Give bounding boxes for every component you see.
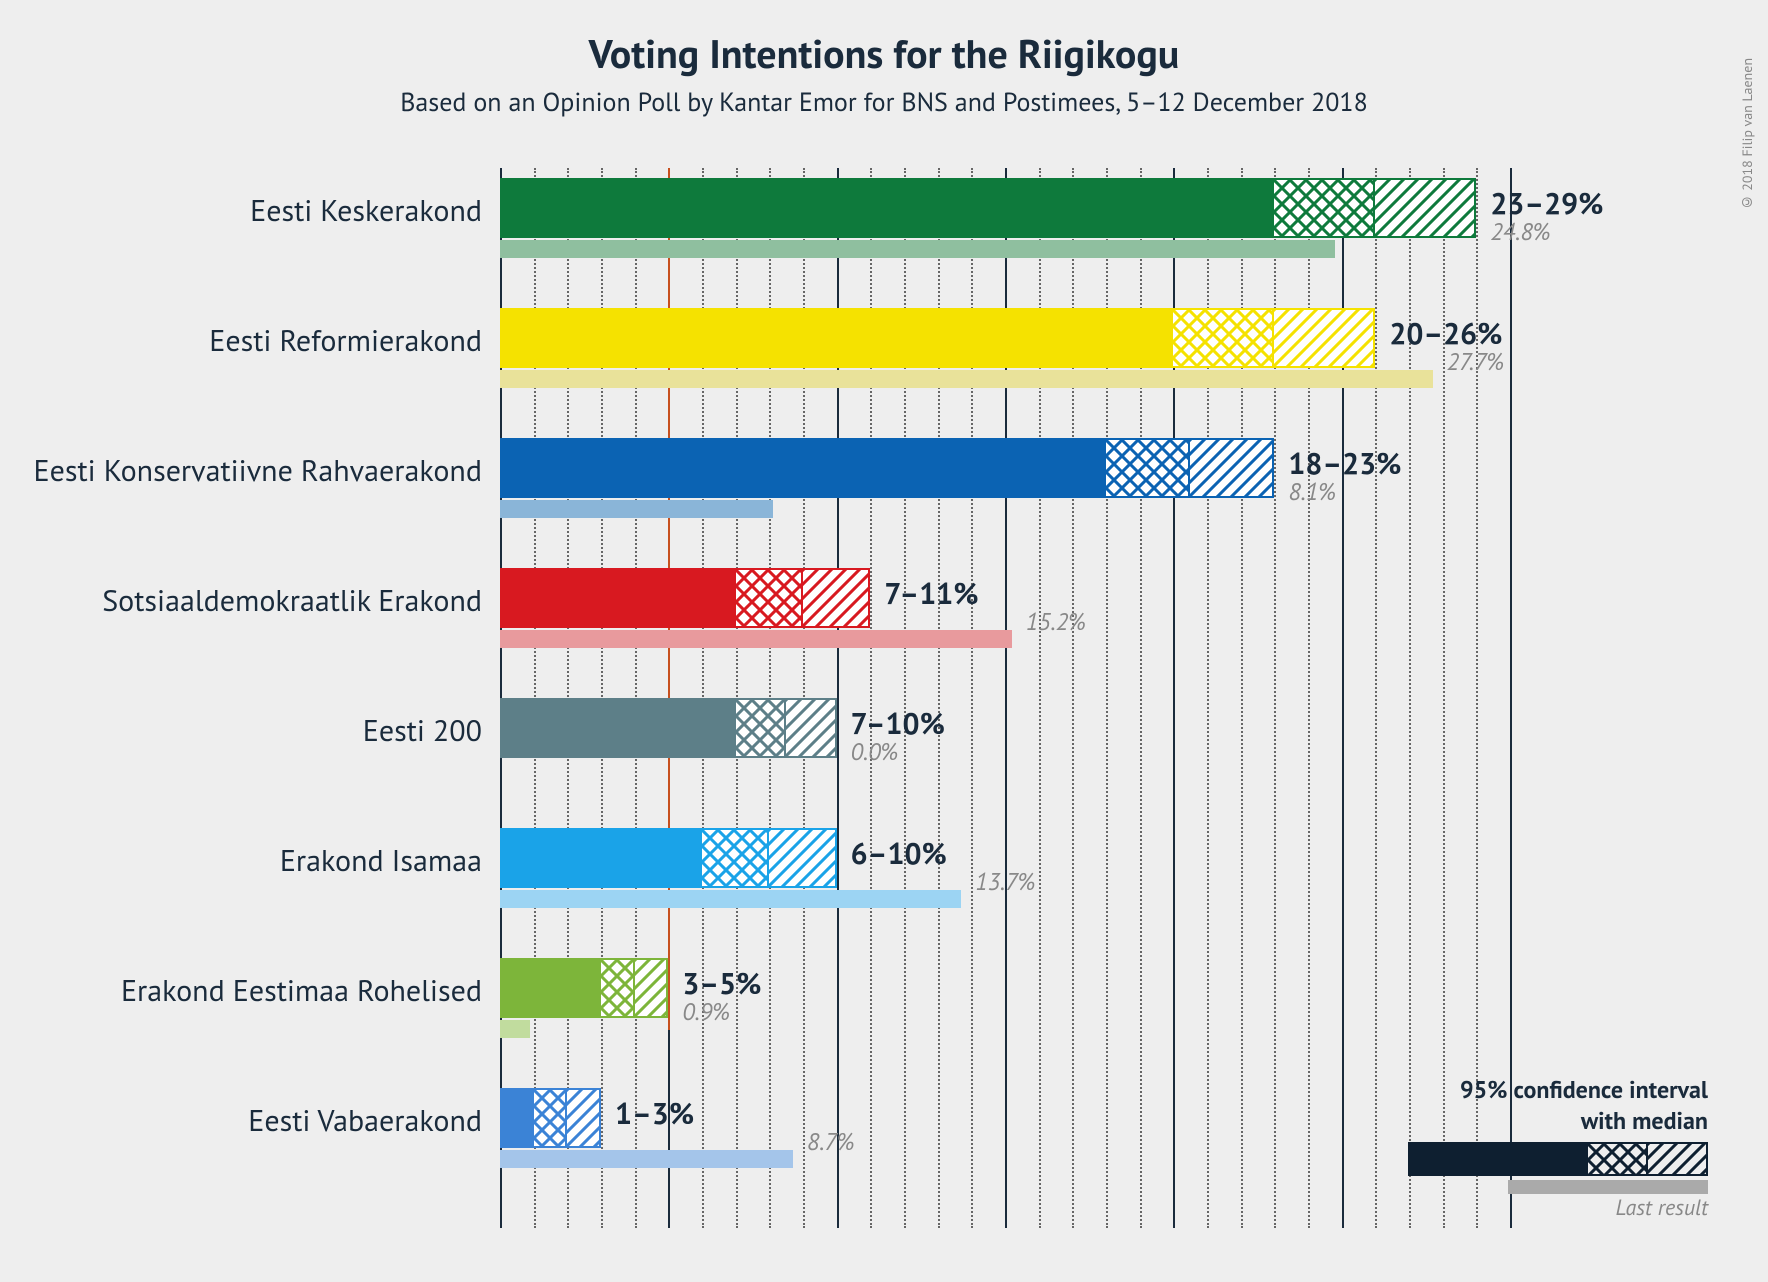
chart-title: Voting Intentions for the Riigikogu [0, 28, 1768, 80]
party-row: Erakond Isamaa6–10%13.7% [500, 828, 1510, 958]
bar-last-result [500, 630, 1012, 648]
bar-solid [500, 308, 1173, 368]
value-last-label: 13.7% [975, 866, 1035, 897]
party-row: Eesti Reformierakond20–26%27.7% [500, 308, 1510, 438]
chart-plot-area: Eesti Keskerakond23–29%24.8%Eesti Reform… [500, 168, 1510, 1228]
bar-solid [500, 438, 1106, 498]
bar-solid [500, 828, 702, 888]
bar-solid [500, 698, 736, 758]
bar-solid [500, 568, 736, 628]
value-range-label: 7–11% [884, 574, 978, 613]
bar-solid [500, 1088, 534, 1148]
bar-last-result [500, 890, 961, 908]
legend-last-text: Last result [1368, 1194, 1708, 1222]
bar-solid [500, 958, 601, 1018]
party-label: Eesti Konservatiivne Rahvaerakond [34, 451, 500, 490]
bar-ci-lower [1173, 308, 1274, 368]
chart-legend: 95% confidence interval with median Last… [1368, 1074, 1708, 1222]
bar-ci-lower [736, 568, 803, 628]
bar-ci-upper [803, 568, 870, 628]
bar-ci-upper [635, 958, 669, 1018]
value-last-label: 27.7% [1447, 346, 1505, 377]
party-row: Eesti 2007–10%0.0% [500, 698, 1510, 828]
value-last-label: 0.9% [682, 996, 730, 1027]
value-range-label: 6–10% [851, 834, 947, 873]
bar-solid [500, 178, 1274, 238]
value-range-label: 1–3% [615, 1094, 694, 1133]
copyright-text: © 2018 Filip van Laenen [1738, 58, 1756, 212]
party-label: Erakond Isamaa [280, 841, 500, 880]
grid-major [1510, 168, 1512, 1228]
party-row: Erakond Eestimaa Rohelised3–5%0.9% [500, 958, 1510, 1088]
party-label: Erakond Eestimaa Rohelised [121, 971, 500, 1010]
value-last-label: 0.0% [851, 736, 899, 767]
party-label: Sotsiaaldemokraatlik Erakond [102, 581, 500, 620]
bar-ci-upper [1190, 438, 1274, 498]
bar-last-result [500, 1150, 793, 1168]
value-last-label: 15.2% [1026, 606, 1086, 637]
bar-ci-upper [786, 698, 837, 758]
bar-last-result [500, 1020, 530, 1038]
bar-ci-upper [1274, 308, 1375, 368]
party-label: Eesti Keskerakond [250, 191, 500, 230]
value-last-label: 8.7% [807, 1126, 855, 1157]
value-last-label: 8.1% [1288, 476, 1336, 507]
value-last-label: 24.8% [1490, 216, 1550, 247]
bar-ci-upper [769, 828, 836, 888]
party-label: Eesti Reformierakond [209, 321, 500, 360]
bar-ci-lower [702, 828, 769, 888]
bar-ci-upper [567, 1088, 601, 1148]
bar-last-result [500, 370, 1433, 388]
bar-ci-lower [1106, 438, 1190, 498]
party-row: Eesti Vabaerakond1–3%8.7% [500, 1088, 1510, 1218]
bar-ci-lower [601, 958, 635, 1018]
chart-subtitle: Based on an Opinion Poll by Kantar Emor … [0, 86, 1768, 119]
party-row: Sotsiaaldemokraatlik Erakond7–11%15.2% [500, 568, 1510, 698]
bar-ci-lower [534, 1088, 568, 1148]
bar-ci-lower [736, 698, 787, 758]
legend-ci-text-1: 95% confidence interval [1368, 1074, 1708, 1105]
legend-ci-text-2: with median [1368, 1105, 1708, 1136]
party-row: Eesti Keskerakond23–29%24.8% [500, 178, 1510, 308]
party-row: Eesti Konservatiivne Rahvaerakond18–23%8… [500, 438, 1510, 568]
bar-ci-lower [1274, 178, 1375, 238]
party-label: Eesti Vabaerakond [248, 1101, 500, 1140]
bar-last-result [500, 500, 773, 518]
legend-ci-bar [1408, 1142, 1708, 1176]
bar-last-result [500, 240, 1335, 258]
party-label: Eesti 200 [363, 711, 500, 750]
bar-ci-upper [1375, 178, 1476, 238]
legend-last-bar [1508, 1180, 1708, 1194]
